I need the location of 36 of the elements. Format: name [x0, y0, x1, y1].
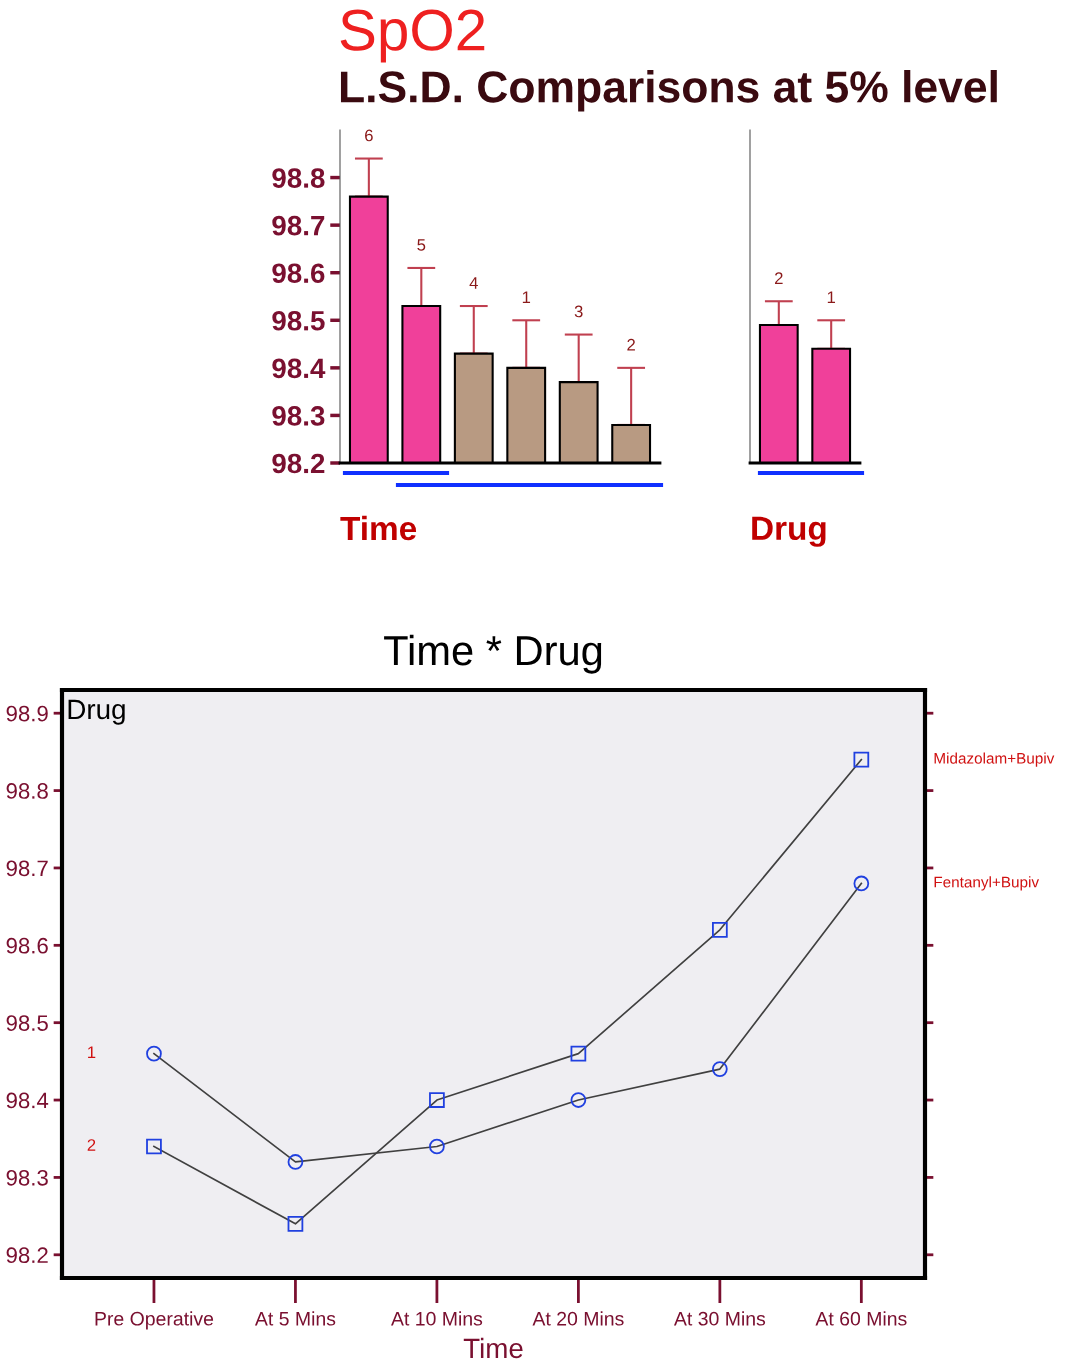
x-axis-title: Time [463, 1337, 523, 1359]
y-tick-label: 98.5 [6, 1015, 48, 1031]
chart-subtitle: L.S.D. Comparisons at 5% level [340, 70, 997, 112]
x-tick-label: At 20 Mins [532, 1311, 624, 1326]
x-tick-label: 3 [574, 305, 583, 318]
chart-title: SpO2 [340, 9, 485, 63]
x-tick-label: At 10 Mins [391, 1311, 483, 1326]
annotation: 2 [87, 1139, 96, 1151]
x-tick-label: At 30 Mins [673, 1311, 766, 1326]
y-tick-label: 98.4 [6, 1092, 49, 1109]
x-tick-label: 6 [365, 129, 373, 142]
x-axis-title: Time [340, 515, 417, 541]
y-tick-label: 98.7 [6, 860, 48, 877]
x-tick-label: At 5 Mins [254, 1311, 336, 1326]
text: Fentanyl+Bupiv [934, 876, 1040, 891]
x-tick-label: 5 [417, 239, 426, 251]
y-tick-label: 98.2 [6, 1247, 48, 1264]
y-tick-label: 98.3 [272, 406, 325, 426]
y-tick-label: 98.6 [272, 263, 325, 284]
y-tick-label: 98.8 [6, 783, 48, 799]
y-tick-label: 98.8 [272, 168, 325, 188]
x-tick-label: Pre Operative [95, 1311, 214, 1330]
y-tick-label: 98.2 [272, 453, 325, 474]
y-tick-label: 98.7 [272, 215, 325, 236]
y-tick-label: 98.9 [6, 705, 48, 722]
x-tick-label: At 60 Mins [815, 1311, 907, 1326]
annotation: 1 [88, 1046, 96, 1058]
x-tick-label: 4 [469, 277, 478, 289]
legend-title: Drug [68, 699, 125, 725]
y-tick-label: 98.5 [272, 310, 325, 331]
y-tick-label: 98.3 [6, 1169, 48, 1186]
chart-title: Time * Drug [384, 634, 602, 674]
y-tick-label: 98.6 [6, 937, 48, 954]
x-axis-title: Drug [752, 516, 826, 547]
text: Midazolam+Bupiv [934, 752, 1055, 767]
y-tick-label: 98.4 [272, 358, 326, 379]
